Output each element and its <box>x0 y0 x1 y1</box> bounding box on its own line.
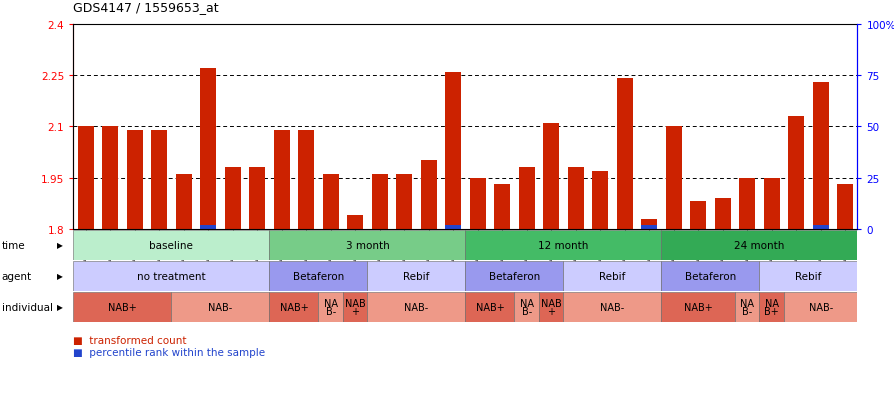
Bar <box>200 225 215 229</box>
Bar <box>758 292 783 322</box>
Bar <box>298 131 314 229</box>
Text: NAB
+: NAB + <box>540 298 561 316</box>
Bar <box>592 171 607 229</box>
Text: NAB+: NAB+ <box>475 302 503 312</box>
Text: ▶: ▶ <box>57 241 63 249</box>
Bar <box>318 292 342 322</box>
Bar <box>661 230 856 260</box>
Bar <box>812 83 828 229</box>
Text: NAB-: NAB- <box>404 302 428 312</box>
Text: NAB+: NAB+ <box>683 302 712 312</box>
Text: Rebif: Rebif <box>795 271 821 281</box>
Text: Betaferon: Betaferon <box>488 271 539 281</box>
Bar <box>836 185 852 229</box>
Text: NAB-: NAB- <box>600 302 624 312</box>
Text: 24 month: 24 month <box>733 240 784 250</box>
Bar <box>102 127 118 229</box>
Text: Rebif: Rebif <box>403 271 429 281</box>
Bar <box>172 292 269 322</box>
Bar <box>519 168 534 229</box>
Bar <box>563 261 661 291</box>
Bar <box>127 131 142 229</box>
Text: GDS4147 / 1559653_at: GDS4147 / 1559653_at <box>73 2 219 14</box>
Bar <box>78 127 94 229</box>
Text: baseline: baseline <box>149 240 193 250</box>
Bar <box>73 261 269 291</box>
Bar <box>812 225 828 229</box>
Bar <box>269 230 465 260</box>
Bar <box>73 292 172 322</box>
Bar <box>640 225 656 229</box>
Bar <box>342 292 367 322</box>
Bar <box>175 175 191 229</box>
Bar <box>269 261 367 291</box>
Bar <box>567 168 583 229</box>
Bar <box>493 185 510 229</box>
Bar <box>563 292 661 322</box>
Text: ■  transformed count: ■ transformed count <box>73 335 187 345</box>
Text: NAB
+: NAB + <box>344 298 365 316</box>
Bar <box>714 199 730 229</box>
Bar <box>347 216 363 229</box>
Text: 12 month: 12 month <box>537 240 588 250</box>
Bar <box>444 225 460 229</box>
Text: NAB-: NAB- <box>807 302 831 312</box>
Text: NAB+: NAB+ <box>279 302 308 312</box>
Text: no treatment: no treatment <box>137 271 206 281</box>
Bar <box>543 123 559 229</box>
Bar <box>367 292 465 322</box>
Text: agent: agent <box>2 271 32 281</box>
Text: Rebif: Rebif <box>599 271 625 281</box>
Text: individual: individual <box>2 302 53 312</box>
Bar <box>396 175 411 229</box>
Bar <box>465 230 661 260</box>
Text: Betaferon: Betaferon <box>684 271 735 281</box>
Bar <box>763 178 779 229</box>
Text: ■  percentile rank within the sample: ■ percentile rank within the sample <box>73 347 266 357</box>
Text: NA
B-: NA B- <box>519 298 533 316</box>
Bar <box>758 261 856 291</box>
Bar <box>734 292 758 322</box>
Text: Betaferon: Betaferon <box>292 271 343 281</box>
Bar <box>269 292 318 322</box>
Bar <box>465 292 514 322</box>
Bar <box>249 168 265 229</box>
Bar <box>371 175 387 229</box>
Bar <box>367 261 465 291</box>
Bar <box>665 127 681 229</box>
Text: NAB-: NAB- <box>208 302 232 312</box>
Bar <box>783 292 856 322</box>
Bar <box>538 292 563 322</box>
Bar <box>200 69 215 229</box>
Bar <box>616 79 632 229</box>
Text: ▶: ▶ <box>57 272 63 280</box>
Text: ▶: ▶ <box>57 303 63 311</box>
Text: time: time <box>2 240 25 250</box>
Bar <box>274 131 290 229</box>
Bar <box>444 72 460 229</box>
Text: NA
B+: NA B+ <box>763 298 778 316</box>
Bar <box>151 131 167 229</box>
Bar <box>420 161 436 229</box>
Bar <box>788 117 803 229</box>
Text: 3 month: 3 month <box>345 240 389 250</box>
Bar <box>689 202 705 229</box>
Bar <box>738 178 755 229</box>
Bar <box>661 261 758 291</box>
Text: NA
B-: NA B- <box>324 298 337 316</box>
Bar <box>224 168 240 229</box>
Bar <box>465 261 563 291</box>
Bar <box>514 292 538 322</box>
Bar <box>640 219 656 229</box>
Bar <box>661 292 734 322</box>
Bar <box>469 178 485 229</box>
Text: NA
B-: NA B- <box>739 298 754 316</box>
Bar <box>323 175 338 229</box>
Text: NAB+: NAB+ <box>108 302 137 312</box>
Bar <box>73 230 269 260</box>
